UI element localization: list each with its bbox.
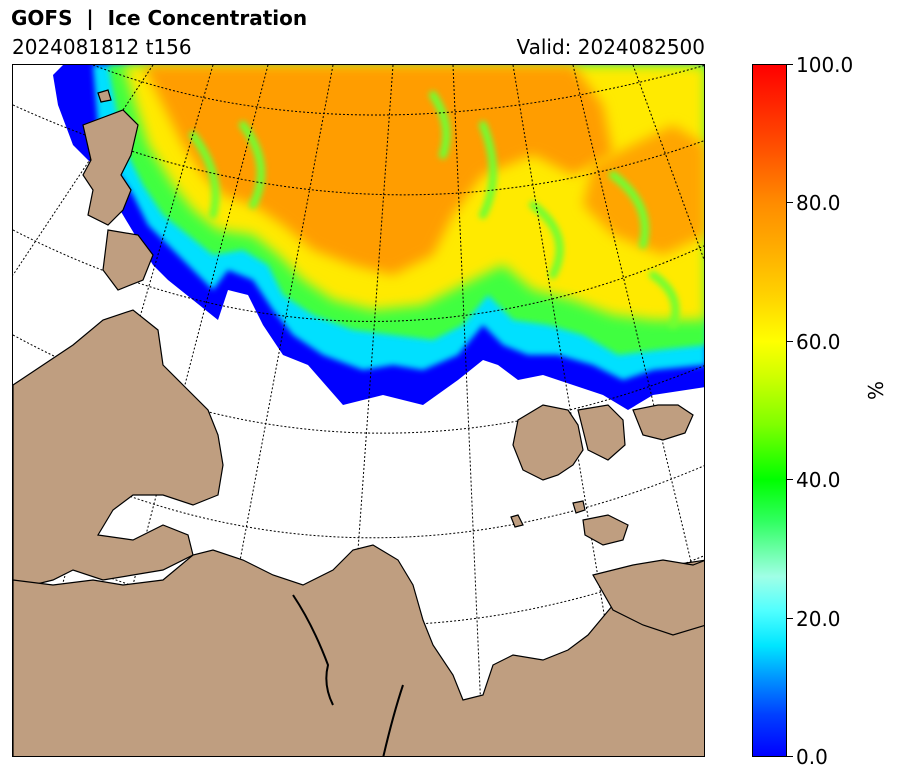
colorbar-tick-label: 60.0 [796, 330, 841, 354]
novaya-zemlya-east [577, 404, 626, 461]
colorbar-unit-label: % [864, 380, 888, 400]
south-island [582, 514, 629, 546]
ice-concentration-map[interactable] [12, 64, 705, 757]
map-canvas [13, 65, 704, 756]
colorbar-tick [787, 64, 793, 65]
ice-streaks [189, 91, 680, 329]
severnaya-island [632, 404, 694, 441]
plot-title: GOFS | Ice Concentration [11, 6, 308, 30]
colorbar-tick-label: 40.0 [796, 468, 841, 492]
colorbar-tick-label: 20.0 [796, 607, 841, 631]
land [13, 89, 704, 756]
colorbar-tick [787, 341, 793, 342]
colorbar-tick [787, 618, 793, 619]
ice-orange-core-east [583, 125, 704, 255]
colorbar-tick [787, 202, 793, 203]
rivers [292, 594, 404, 756]
colorbar-tick-label: 80.0 [796, 191, 841, 215]
colorbar-tick-label: 0.0 [796, 745, 828, 769]
yamal [592, 559, 704, 636]
svalbard [82, 109, 139, 226]
colorbar-tick [787, 479, 793, 480]
scandinavia [13, 309, 224, 586]
colorbar-tick-label: 100.0 [796, 53, 854, 77]
valid-label: Valid: 2024082500 [516, 35, 705, 59]
colorbar-tick [787, 756, 793, 757]
novaya-zemlya-north [512, 404, 584, 481]
run-label: 2024081812 t156 [12, 35, 192, 59]
colorbar [752, 64, 787, 757]
nordaustlandet [102, 229, 154, 291]
ice-orange-core [143, 65, 613, 275]
